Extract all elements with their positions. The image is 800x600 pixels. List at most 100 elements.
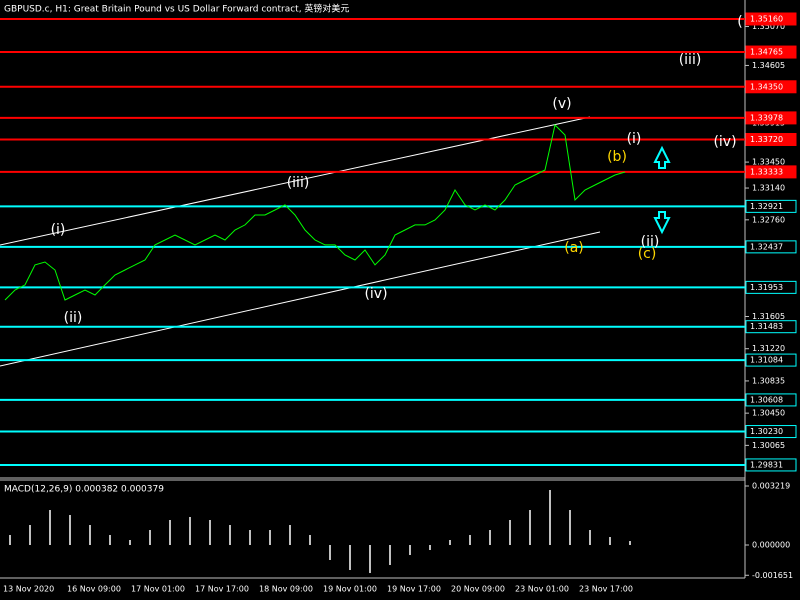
level-label-box	[745, 458, 797, 472]
level-label-box	[745, 165, 797, 179]
macd-bar	[169, 519, 171, 546]
y-tick-label: 1.33450	[752, 158, 785, 167]
wave-label: (b)	[607, 149, 627, 165]
y-tick-label: 1.35070	[752, 22, 785, 31]
x-tick-label: 16 Nov 09:00	[67, 585, 121, 594]
level-label: 1.35160	[750, 14, 783, 23]
x-tick-label: 23 Nov 17:00	[579, 585, 633, 594]
y-tick-label: 1.31220	[752, 344, 785, 353]
level-label: 1.34765	[750, 48, 783, 57]
y-tick-label: 1.31605	[752, 312, 785, 321]
level-label: 1.31084	[750, 356, 783, 365]
macd-bar	[469, 534, 471, 546]
level-label-box	[745, 425, 797, 439]
arrow-up	[653, 145, 671, 169]
macd-bar	[29, 525, 31, 546]
macd-bar	[269, 530, 271, 546]
macd-bar	[349, 545, 351, 571]
macd-bar	[489, 530, 491, 546]
channel-line	[0, 116, 591, 246]
level-label-box	[745, 45, 797, 59]
level-label: 1.34350	[750, 82, 783, 91]
macd-bar	[329, 545, 331, 560]
macd-bar	[549, 489, 551, 546]
macd-bar	[209, 519, 211, 546]
channel-line	[0, 231, 601, 367]
x-tick-label: 17 Nov 17:00	[195, 585, 249, 594]
y-tick-label: 0.000000	[752, 541, 790, 550]
macd-bar	[589, 530, 591, 546]
level-label-box	[745, 111, 797, 125]
macd-bar	[609, 537, 611, 546]
wave-label: (i)	[51, 222, 66, 238]
macd-bar	[529, 510, 531, 546]
wave-label: (iii)	[679, 52, 702, 68]
wave-label: (ii)	[641, 234, 660, 250]
level-label: 1.32437	[750, 242, 783, 251]
x-tick-label: 17 Nov 01:00	[131, 585, 185, 594]
wave-label: (a)	[564, 240, 584, 256]
macd-bar	[229, 525, 231, 546]
wave-label: (ii)	[64, 310, 83, 326]
x-tick-label: 19 Nov 17:00	[387, 585, 441, 594]
macd-bar	[109, 534, 111, 546]
x-tick-label: 13 Nov 2020	[3, 585, 54, 594]
y-tick-label: 1.34605	[752, 61, 785, 70]
macd-bar	[449, 539, 451, 546]
level-label-box	[745, 199, 797, 213]
macd-bar	[89, 525, 91, 546]
x-tick-label: 18 Nov 09:00	[259, 585, 313, 594]
chart-title: GBPUSD.c, H1: Great Britain Pound vs US …	[4, 3, 349, 15]
x-tick-label: 19 Nov 01:00	[323, 585, 377, 594]
y-tick-label: 1.32760	[752, 215, 785, 224]
level-label-box	[745, 240, 797, 254]
macd-bar	[369, 545, 371, 574]
y-tick-label: 1.30835	[752, 376, 785, 385]
macd-bar	[409, 545, 411, 556]
x-tick-label: 23 Nov 01:00	[515, 585, 569, 594]
macd-title: MACD(12,26,9) 0.000382 0.000379	[4, 485, 164, 495]
y-tick-label: 0.003219	[752, 481, 790, 490]
macd-bar	[509, 519, 511, 546]
level-label: 1.30230	[750, 427, 783, 436]
macd-bar	[49, 510, 51, 546]
level-label: 1.31953	[750, 283, 783, 292]
level-label-box	[745, 280, 797, 294]
level-label-box	[745, 320, 797, 334]
level-label-box	[745, 80, 797, 94]
wave-label: (iii)	[287, 175, 310, 191]
macd-bar	[389, 545, 391, 566]
level-label: 1.29831	[750, 460, 783, 469]
wave-label: (iv)	[713, 134, 736, 150]
y-tick-label: -0.001651	[752, 571, 793, 580]
macd-bar	[629, 541, 631, 546]
wave-label: (	[737, 14, 742, 30]
level-label: 1.33978	[750, 113, 783, 122]
macd-bar	[429, 545, 431, 551]
level-label: 1.31483	[750, 322, 783, 331]
price-line	[4, 124, 626, 301]
level-label-box	[745, 393, 797, 407]
macd-bar	[69, 514, 71, 546]
macd-bar	[289, 525, 291, 546]
level-label: 1.33333	[750, 167, 783, 176]
macd-bar	[189, 516, 191, 546]
y-tick-label: 1.30065	[752, 441, 785, 450]
macd-bar	[249, 530, 251, 546]
y-tick-label: 1.30450	[752, 409, 785, 418]
wave-label: (c)	[638, 246, 657, 262]
level-label: 1.30608	[750, 395, 783, 404]
y-tick-label: 1.33140	[752, 184, 785, 193]
arrow-down	[653, 211, 671, 235]
wave-label: (i)	[627, 131, 642, 147]
macd-bar	[129, 539, 131, 546]
wave-label: (iv)	[364, 286, 387, 302]
macd-bar	[569, 510, 571, 546]
macd-bar	[149, 530, 151, 546]
macd-bar	[9, 534, 11, 546]
level-label: 1.33720	[750, 135, 783, 144]
level-label: 1.32921	[750, 202, 783, 211]
